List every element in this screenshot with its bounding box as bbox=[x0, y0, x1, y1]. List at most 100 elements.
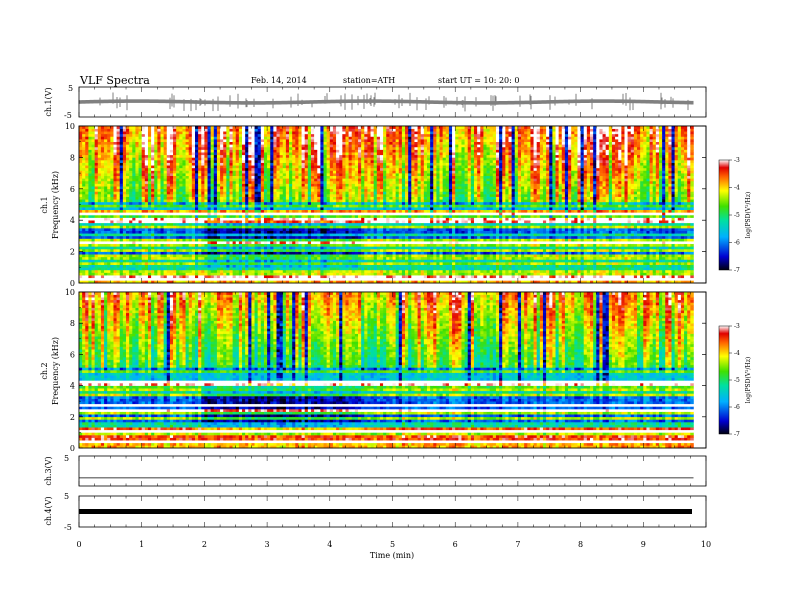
spectrogram-cell bbox=[104, 201, 108, 205]
spectrogram-cell bbox=[113, 217, 117, 221]
spectrogram-cell bbox=[141, 228, 146, 231]
spectrogram-cell bbox=[135, 241, 139, 245]
spectrogram-cell bbox=[310, 243, 315, 247]
spectrogram-cell bbox=[263, 272, 268, 276]
spectrogram-cell bbox=[119, 217, 124, 221]
spectrogram-cell bbox=[304, 262, 309, 265]
spectrogram-cell bbox=[298, 235, 302, 239]
spectrogram-cell bbox=[204, 259, 208, 263]
spectrogram-cell bbox=[195, 131, 199, 135]
spectrogram-cell bbox=[332, 139, 337, 142]
spectrogram-cell bbox=[276, 262, 280, 265]
spectrogram-cell bbox=[314, 214, 318, 218]
spectrogram-cell bbox=[307, 259, 312, 263]
spectrogram-cell bbox=[329, 141, 334, 145]
spectrogram-cell bbox=[257, 251, 262, 255]
spectrogram-cell bbox=[336, 243, 340, 247]
spectrogram-cell bbox=[329, 196, 334, 200]
spectrogram-cell bbox=[298, 194, 302, 197]
spectrogram-cell bbox=[216, 209, 221, 213]
spectrogram-cell bbox=[270, 144, 274, 148]
spectrogram-cell bbox=[201, 180, 205, 184]
spectrogram-cell bbox=[292, 209, 296, 213]
spectrogram-cell bbox=[85, 235, 89, 239]
spectrogram-cell bbox=[329, 178, 334, 182]
spectrogram-cell bbox=[100, 264, 105, 268]
spectrogram-cell bbox=[88, 259, 92, 263]
spectrogram-cell bbox=[100, 209, 105, 213]
spectrogram-cell bbox=[251, 136, 255, 140]
spectrogram-cell bbox=[320, 194, 324, 197]
spectrogram-cell bbox=[336, 275, 340, 279]
spectrogram-cell bbox=[119, 230, 124, 234]
spectrogram-cell bbox=[332, 241, 337, 245]
spectrogram-cell bbox=[100, 233, 105, 237]
spectrogram-cell bbox=[301, 275, 306, 279]
spectrogram-cell bbox=[166, 183, 171, 187]
spectrogram-cell bbox=[100, 186, 105, 190]
spectrogram-cell bbox=[201, 131, 205, 135]
spectrogram-cell bbox=[160, 225, 164, 229]
spectrogram-cell bbox=[182, 183, 186, 187]
spectrogram-cell bbox=[173, 157, 177, 161]
spectrogram-cell bbox=[82, 149, 86, 153]
spectrogram-cell bbox=[235, 160, 240, 163]
spectrogram-cell bbox=[151, 136, 155, 140]
spectrogram-cell bbox=[254, 275, 258, 279]
spectrogram-cell bbox=[151, 267, 155, 271]
spectrogram-cell bbox=[273, 238, 277, 242]
spectrogram-cell bbox=[332, 254, 337, 258]
spectrogram-cell bbox=[116, 191, 121, 195]
spectrogram-cell bbox=[301, 207, 306, 211]
spectrogram-cell bbox=[285, 180, 290, 184]
spectrogram-cell bbox=[216, 128, 221, 132]
spectrogram-cell bbox=[273, 162, 277, 166]
spectrogram-cell bbox=[298, 133, 302, 137]
spectrogram-cell bbox=[232, 201, 237, 205]
spectrogram-cell bbox=[336, 228, 340, 231]
spectrogram-cell bbox=[79, 267, 83, 271]
spectrogram-cell bbox=[307, 212, 312, 216]
spectrogram-cell bbox=[160, 196, 164, 200]
spectrogram-cell bbox=[329, 225, 334, 229]
spectrogram-cell bbox=[289, 141, 293, 145]
spectrogram-cell bbox=[195, 154, 199, 158]
spectrogram-cell bbox=[270, 238, 274, 242]
spectrogram-cell bbox=[201, 275, 205, 279]
spectrogram-cell bbox=[229, 235, 233, 239]
spectrogram-cell bbox=[242, 222, 246, 226]
spectrogram-cell bbox=[173, 165, 177, 169]
spectrogram-cell bbox=[279, 207, 284, 211]
spectrogram-cell bbox=[260, 241, 265, 245]
spectrogram-cell bbox=[238, 141, 243, 145]
spectrogram-cell bbox=[100, 154, 105, 158]
spectrogram-cell bbox=[282, 173, 287, 177]
spectrogram-cell bbox=[147, 178, 152, 182]
spectrogram-cell bbox=[213, 269, 218, 273]
spectrogram-cell bbox=[91, 139, 95, 142]
spectrogram-cell bbox=[110, 256, 114, 260]
spectrogram-cell bbox=[226, 149, 230, 153]
spectrogram-cell bbox=[226, 141, 230, 145]
spectrogram-cell bbox=[97, 269, 102, 273]
spectrogram-cell bbox=[238, 152, 243, 156]
spectrogram-cell bbox=[91, 149, 95, 153]
spectrogram-cell bbox=[144, 230, 149, 234]
spectrogram-cell bbox=[82, 178, 86, 182]
spectrogram-cell bbox=[273, 183, 277, 187]
spectrogram-cell bbox=[113, 251, 117, 255]
spectrogram-cell bbox=[298, 160, 302, 163]
spectrogram-cell bbox=[179, 126, 183, 129]
spectrogram-cell bbox=[229, 259, 233, 263]
spectrogram-cell bbox=[336, 133, 340, 137]
spectrogram-cell bbox=[320, 175, 324, 179]
spectrogram-cell bbox=[160, 277, 164, 281]
spectrogram-cell bbox=[119, 144, 124, 148]
spectrogram-cell bbox=[216, 248, 221, 252]
spectrogram-cell bbox=[317, 139, 321, 142]
spectrogram-cell bbox=[191, 133, 196, 137]
spectrogram-cell bbox=[207, 241, 211, 245]
spectrogram-cell bbox=[251, 262, 255, 265]
spectrogram-cell bbox=[216, 264, 221, 268]
spectrogram-cell bbox=[104, 207, 108, 211]
